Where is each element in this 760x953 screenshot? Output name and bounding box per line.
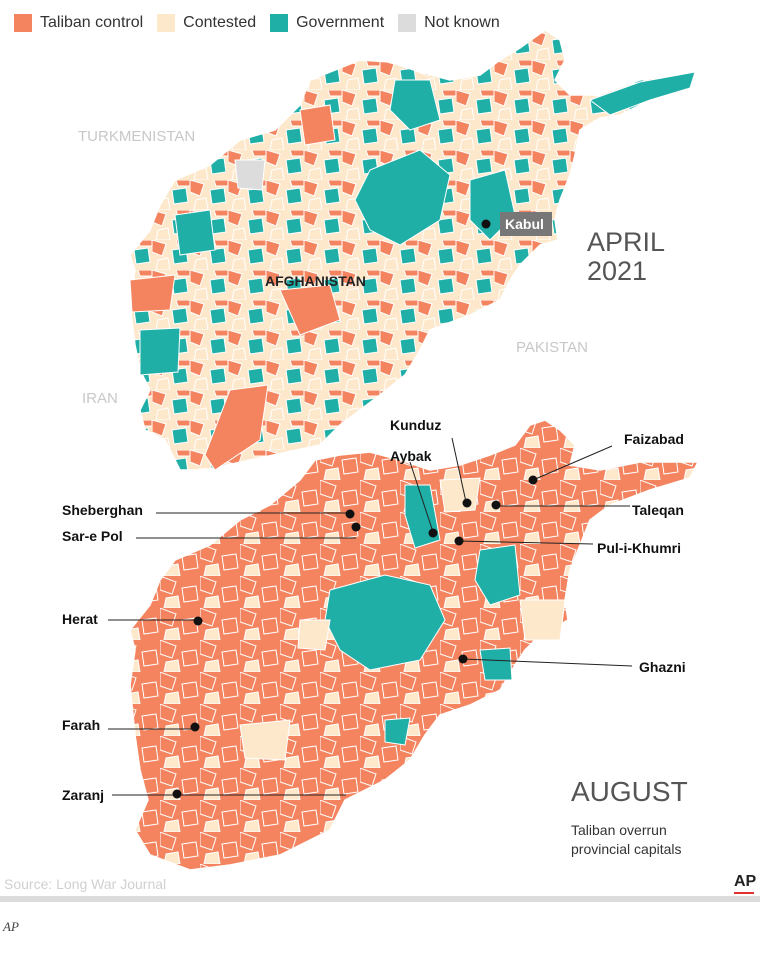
top-map-title: APRIL 2021 xyxy=(587,228,665,286)
leader-faizabad xyxy=(532,445,613,481)
bottom-map-caption-line1: Taliban overrun xyxy=(571,822,667,838)
taliban-region-north-top xyxy=(299,104,336,146)
marker-zaranj xyxy=(172,789,182,799)
city-label-sheberghan: Sheberghan xyxy=(62,502,143,518)
kabul-label: Kabul xyxy=(505,216,544,232)
government-region-wakhan-top xyxy=(588,71,696,116)
bottom-divider xyxy=(0,896,760,902)
kabul-marker xyxy=(481,219,491,229)
top-map-title-month: APRIL xyxy=(587,227,666,257)
legend-item-taliban: Taliban control xyxy=(14,14,143,32)
legend-label-contested: Contested xyxy=(183,14,257,31)
government-region-west-top xyxy=(174,209,216,256)
leader-ghazni xyxy=(462,658,633,667)
contested-region-4-bottom xyxy=(519,599,566,641)
bottom-map-caption-line2: provincial capitals xyxy=(571,841,682,857)
country-label-turkmenistan: TURKMENISTAN xyxy=(78,128,195,145)
taliban-region-west-top xyxy=(129,274,176,313)
kabul-label-box xyxy=(500,212,552,236)
country-label-iran: IRAN xyxy=(82,390,118,407)
city-label-pul-i-khumri: Pul-i-Khumri xyxy=(597,540,681,556)
leader-pul-i-khumri xyxy=(458,540,594,545)
city-label-ghazni: Ghazni xyxy=(639,659,686,675)
marker-aybak xyxy=(428,528,438,538)
legend-item-not-known: Not known xyxy=(398,14,500,32)
government-region-east-bottom xyxy=(474,544,521,606)
legend-label-government: Government xyxy=(296,14,385,31)
bottom-map-caption: Taliban overrun provincial capitals xyxy=(571,821,682,859)
legend-item-contested: Contested xyxy=(157,14,256,32)
city-label-zaranj: Zaranj xyxy=(62,787,104,803)
source-note: Source: Long War Journal xyxy=(4,876,167,892)
map-august: Kunduz Faizabad Aybak Sheberghan Taleqan… xyxy=(62,417,700,871)
marker-kunduz xyxy=(462,498,472,508)
government-region-central-bottom xyxy=(324,574,446,671)
image-credit: AP xyxy=(3,919,19,934)
afghanistan-outline-top xyxy=(129,29,697,471)
government-region-south-top xyxy=(139,327,181,376)
ap-logo: AP xyxy=(734,873,757,890)
legend-label-taliban: Taliban control xyxy=(40,14,144,31)
city-label-farah: Farah xyxy=(62,717,100,733)
marker-herat xyxy=(193,616,203,626)
marker-taleqan xyxy=(491,500,501,510)
map-legend: Taliban control Contested Government Not… xyxy=(14,12,514,34)
government-region-central-top xyxy=(354,149,451,246)
legend-swatch-contested xyxy=(157,14,176,32)
leader-aybak xyxy=(409,461,434,533)
not-known-region-top xyxy=(234,159,266,191)
contested-region-2-bottom xyxy=(439,477,481,513)
government-region-north-top xyxy=(389,79,441,131)
maps-canvas: TURKMENISTAN IRAN PAKISTAN AFGHANISTAN K… xyxy=(62,29,700,871)
leader-kunduz xyxy=(451,437,467,503)
legend-swatch-taliban xyxy=(14,14,32,32)
top-map-title-year: 2021 xyxy=(587,256,648,286)
city-label-herat: Herat xyxy=(62,611,98,627)
marker-sheberghan xyxy=(345,509,355,519)
taliban-region-south-top xyxy=(204,384,269,471)
government-region-se-bottom xyxy=(479,647,513,681)
marker-farah xyxy=(190,722,200,732)
contested-region-3-bottom xyxy=(297,619,331,651)
marker-ghazni xyxy=(458,654,468,664)
map-april-2021: TURKMENISTAN IRAN PAKISTAN AFGHANISTAN K… xyxy=(78,29,697,471)
legend-swatch-not-known xyxy=(398,14,417,32)
contested-region-1-bottom xyxy=(239,719,291,761)
country-label-pakistan: PAKISTAN xyxy=(516,339,588,356)
marker-sar-e-pol xyxy=(351,522,361,532)
city-label-kunduz: Kunduz xyxy=(390,417,441,433)
taliban-region-center-top xyxy=(279,284,341,336)
legend-item-government: Government xyxy=(270,14,384,32)
marker-faizabad xyxy=(528,475,538,485)
city-label-taleqan: Taleqan xyxy=(632,502,684,518)
country-label-afghanistan: AFGHANISTAN xyxy=(265,273,366,289)
legend-label-not-known: Not known xyxy=(424,14,500,31)
ap-logo-underline xyxy=(734,892,754,894)
legend-swatch-government xyxy=(270,14,289,32)
city-label-aybak: Aybak xyxy=(390,448,432,464)
marker-pul-i-khumri xyxy=(454,536,464,546)
city-label-faizabad: Faizabad xyxy=(624,431,684,447)
city-label-sar-e-pol: Sar-e Pol xyxy=(62,528,123,544)
government-region-south-bottom xyxy=(384,717,411,746)
bottom-map-title: AUGUST xyxy=(571,776,688,807)
